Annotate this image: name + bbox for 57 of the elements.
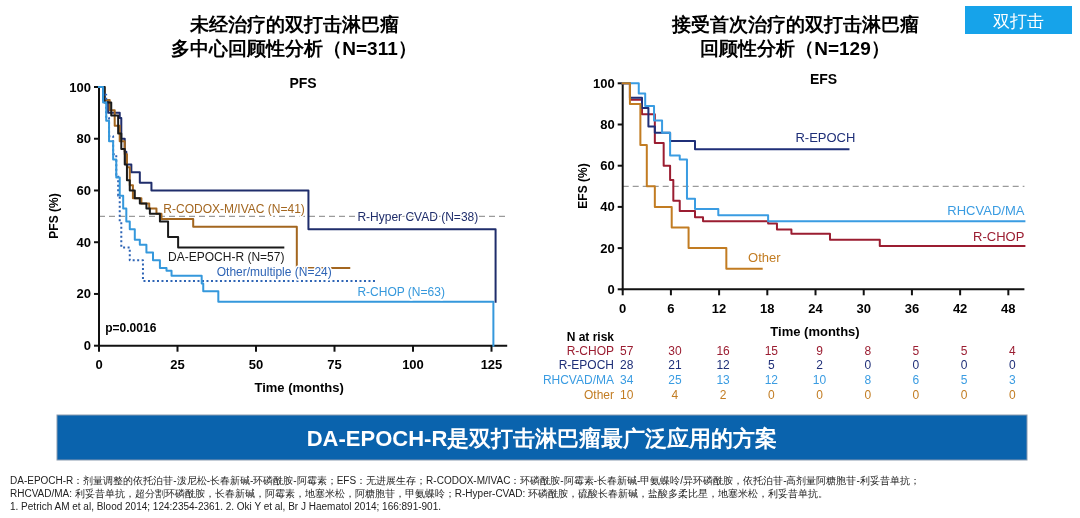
risk-row: R-EPOCH 28 21 12 5 2 0 0 0 0	[558, 358, 1016, 372]
annotation: p=0.0016	[105, 320, 157, 335]
chart-subtitle: 回顾性分析（N=129）	[700, 38, 890, 59]
x-tick-label: 100	[402, 357, 424, 372]
plot-heading: PFS	[289, 75, 317, 91]
y-tick-label: 20	[600, 240, 615, 256]
series-label: R-CHOP	[973, 229, 1025, 245]
chart-title: 未经治疗的双打击淋巴瘤	[189, 14, 399, 35]
x-tick-label: 12	[711, 301, 727, 316]
risk-row: RHCVAD/MA 34 25 13 12 10 8 6 5 3	[542, 373, 1016, 387]
y-axis-title: EFS (%)	[576, 163, 590, 209]
risk-table-header: N at risk	[566, 330, 614, 344]
x-tick-label: 24	[808, 301, 824, 316]
x-tick-label: 25	[170, 357, 185, 372]
footnote: DA-EPOCH-R：剂量调整的依托泊苷-泼尼松-长春新碱-环磷酰胺-阿霉素；EFS：无进展生存；R-CODOX-M/IVAC：环磷酰胺-阿霉素-长春新碱-甲氨蝶呤/异环磷酰胺，依托泊苷-高剂量阿糖胞苷-利妥昔单抗；	[10, 475, 920, 486]
y-tick-label: 80	[76, 131, 91, 147]
x-tick-label: 6	[667, 301, 675, 316]
plot-heading: EFS	[809, 71, 838, 88]
series-label: Other	[748, 250, 781, 266]
series-label: R-CHOP (N=63)	[357, 285, 445, 300]
series-label: R-EPOCH	[795, 129, 856, 145]
x-axis-title: Time (months)	[254, 380, 344, 395]
y-tick-label: 100	[593, 75, 615, 91]
x-tick-label: 18	[760, 301, 775, 316]
y-tick-label: 60	[600, 158, 615, 174]
series-label: RHCVAD/MA	[947, 203, 1025, 219]
x-tick-label: 50	[248, 357, 264, 372]
x-tick-label: 36	[904, 301, 920, 316]
banner: DA-EPOCH-R是双打击淋巴瘤最广泛应用的方案	[56, 414, 1028, 461]
x-tick-label: 0	[95, 357, 103, 372]
x-tick-label: 48	[1001, 301, 1016, 316]
y-axis-title: PFS (%)	[47, 193, 61, 239]
x-tick-label: 0	[619, 301, 627, 316]
y-tick-label: 60	[76, 182, 91, 198]
y-tick-label: 40	[76, 234, 91, 250]
x-axis-title: Time (months)	[770, 324, 860, 339]
y-tick-label: 0	[607, 281, 615, 297]
chart-subtitle: 多中心回顾性分析（N=311）	[171, 38, 417, 59]
x-tick-label: 42	[952, 301, 968, 316]
y-tick-label: 0	[83, 338, 91, 354]
y-tick-label: 20	[76, 286, 91, 302]
y-tick-label: 100	[69, 79, 91, 95]
x-tick-label: 30	[856, 301, 871, 316]
series-label: R-CODOX-M/IVAC (N=41)	[163, 202, 305, 217]
y-tick-label: 80	[600, 117, 615, 132]
series-label: R-Hyper CVAD (N=38)	[357, 209, 479, 224]
x-tick-label: 75	[327, 357, 342, 372]
footnote: RHCVAD/MA: 利妥昔单抗，超分割环磷酰胺，长春新碱，阿霉素，地塞米松，阿糖胞苷，甲氨蝶呤；R-Hyper-CVAD: 环磷酰胺，硫酸长春新碱，盐酸多柔比星，地塞米松，利妥昔单抗。	[10, 487, 828, 499]
chart-title: 接受首次治疗的双打击淋巴瘤	[671, 14, 919, 35]
series-label: DA-EPOCH-R (N=57)	[168, 250, 285, 265]
x-tick-label: 125	[480, 357, 503, 372]
footnote: 1. Petrich AM et al, Blood 2014; 124:2354-2361. 2. Oki Y et al, Br J Haematol 2014; 166:891-901.	[10, 500, 442, 512]
risk-row: Other 10 4 2 0 0 0 0 0 0	[584, 388, 1016, 402]
series-label: Other/multiple (N=24)	[216, 265, 332, 280]
y-tick-label: 40	[600, 199, 615, 215]
risk-row: R-CHOP 57 30 16 15 9 8 5 5 4	[566, 344, 1016, 358]
tag: 双打击	[965, 6, 1072, 34]
